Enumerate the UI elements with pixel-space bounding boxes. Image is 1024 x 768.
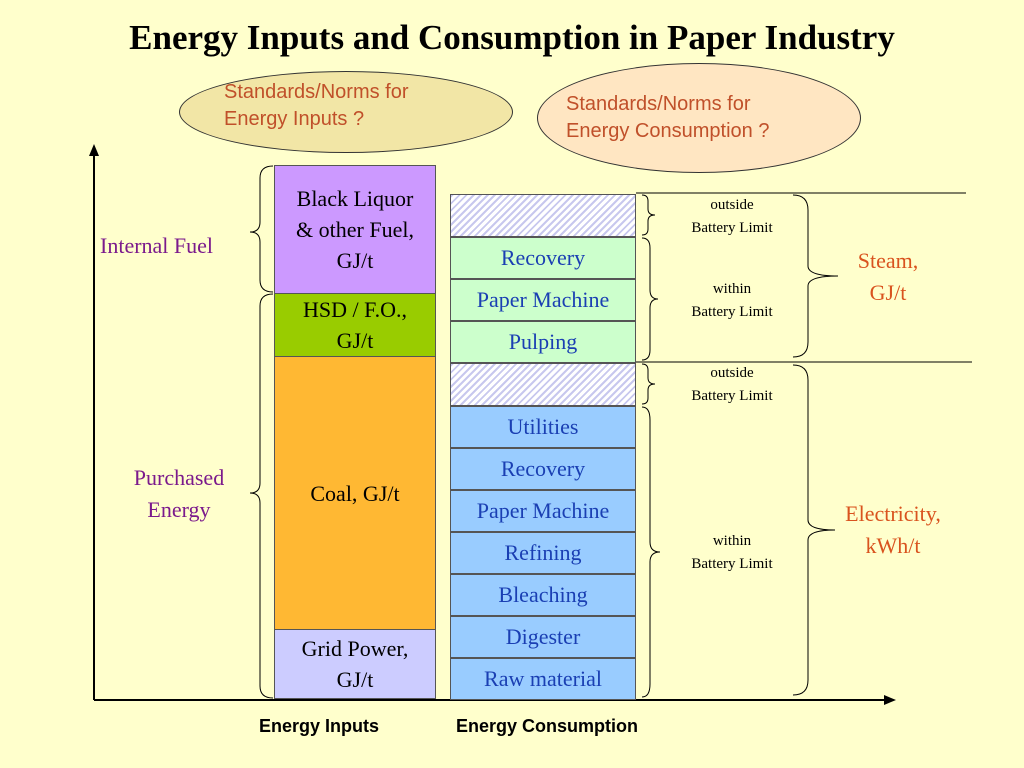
electricity-label: Electricity, kWh/t [845, 501, 941, 558]
electricity-item: Paper Machine [450, 490, 636, 532]
steam-item: Recovery [450, 237, 636, 279]
outside-elec-hatch [450, 363, 636, 406]
purchased-energy-brace [249, 293, 274, 699]
internal-fuel-brace [249, 165, 274, 293]
black-liquor-box: Black Liquor & other Fuel, GJ/t [274, 165, 436, 294]
outside-steam-hatch [450, 194, 636, 237]
energy-inputs-axis-label: Energy Inputs [259, 716, 380, 736]
steam-label: Steam, GJ/t [857, 248, 919, 305]
page-title: Energy Inputs and Consumption in Paper I… [129, 18, 895, 57]
norms-inputs-ellipse [179, 71, 513, 153]
steam-item: Paper Machine [450, 279, 636, 321]
steam-item: Pulping [450, 321, 636, 363]
purchased-energy-label: Purchased Energy [133, 465, 225, 522]
energy-consumption-axis-label: Energy Consumption [456, 716, 639, 736]
electricity-item: Digester [450, 616, 636, 658]
electricity-item: Refining [450, 532, 636, 574]
hsd-box: HSD / F.O., GJ/t [274, 293, 436, 357]
electricity-brace [792, 364, 836, 696]
internal-fuel-label: Internal Fuel [100, 233, 214, 258]
within-elec-brace [641, 406, 661, 698]
outside-elec-limit: outside Battery Limit [691, 365, 773, 404]
norms-consumption-text: Standards/Norms for Energy Consumption ? [566, 93, 770, 142]
y-axis-arrow [89, 144, 99, 156]
outside-steam-limit: outside Battery Limit [691, 197, 773, 236]
norms-inputs-text: Standards/Norms for Energy Inputs ? [224, 81, 409, 130]
within-steam-limit: within Battery Limit [691, 281, 773, 320]
outside-steam-brace [641, 194, 656, 236]
x-axis-arrow [884, 695, 896, 705]
norms-consumption-ellipse [537, 63, 861, 173]
grid-power-box: Grid Power, GJ/t [274, 629, 436, 699]
outside-elec-brace [641, 363, 656, 405]
electricity-item: Recovery [450, 448, 636, 490]
electricity-item: Utilities [450, 406, 636, 448]
steam-brace [792, 194, 839, 358]
electricity-item: Raw material [450, 658, 636, 700]
electricity-item: Bleaching [450, 574, 636, 616]
coal-box: Coal, GJ/t [274, 356, 436, 630]
within-steam-brace [641, 237, 659, 361]
within-elec-limit: within Battery Limit [691, 533, 773, 572]
